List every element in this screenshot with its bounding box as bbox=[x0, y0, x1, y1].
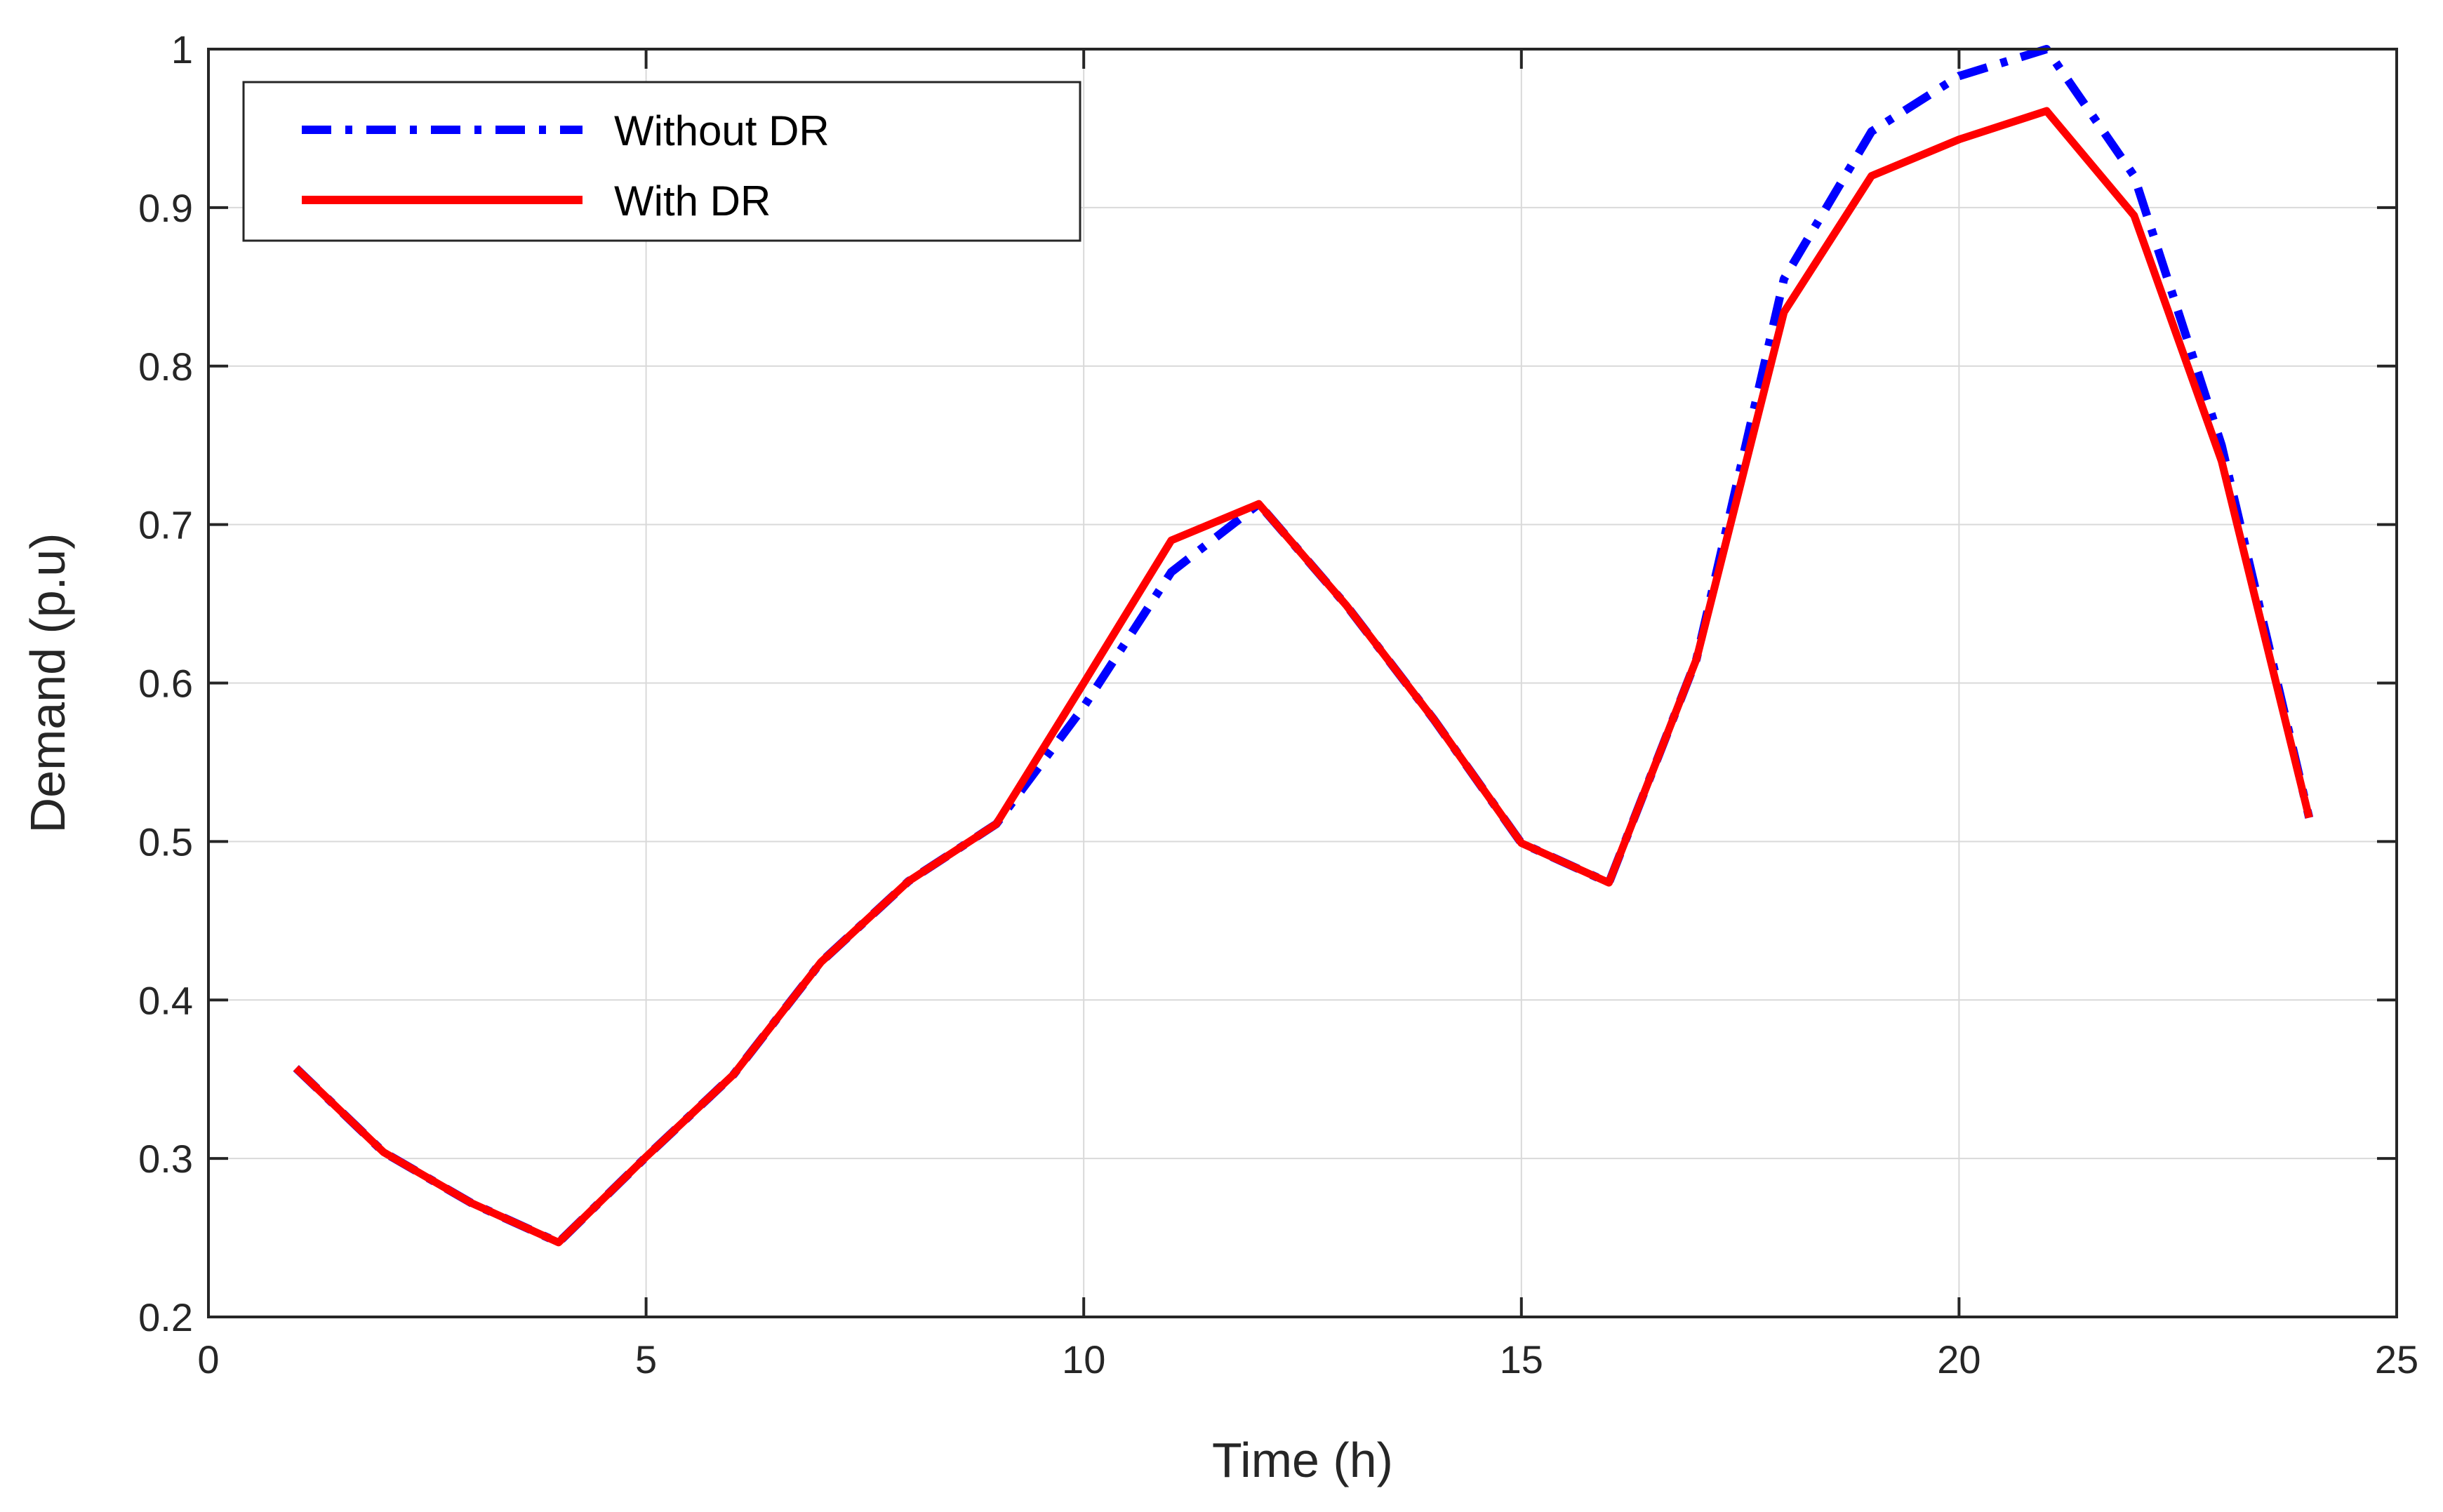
x-tick-label: 5 bbox=[635, 1337, 657, 1381]
y-tick-label: 0.3 bbox=[138, 1137, 193, 1181]
y-tick-label: 0.7 bbox=[138, 503, 193, 547]
legend: Without DR With DR bbox=[244, 82, 1080, 241]
y-tick-label: 0.8 bbox=[138, 344, 193, 389]
x-axis-label: Time (h) bbox=[1212, 1433, 1393, 1487]
y-tick-label: 1 bbox=[171, 27, 193, 72]
y-tick-label: 0.5 bbox=[138, 819, 193, 864]
legend-label-without-dr: Without DR bbox=[614, 107, 830, 154]
demand-line-chart: 0 5 10 15 20 25 0.2 0.3 0.4 0.5 0.6 0.7 0.8 0.9 1 Time… bbox=[0, 0, 2443, 1512]
y-tick-label: 0.6 bbox=[138, 662, 193, 706]
series-line-with-dr bbox=[296, 111, 2310, 1243]
y-tick-label: 0.9 bbox=[138, 186, 193, 230]
x-tick-label: 10 bbox=[1062, 1337, 1105, 1381]
x-tick-label: 25 bbox=[2375, 1337, 2418, 1381]
y-tick-label: 0.4 bbox=[138, 978, 193, 1022]
y-tick-label: 0.2 bbox=[138, 1295, 193, 1339]
x-tick-label: 20 bbox=[1937, 1337, 1981, 1381]
y-axis-label: Demand (p.u) bbox=[20, 533, 75, 834]
x-tick-label: 0 bbox=[197, 1337, 219, 1381]
chart-container: 0 5 10 15 20 25 0.2 0.3 0.4 0.5 0.6 0.7 0.8 0.9 1 Time… bbox=[0, 0, 2443, 1512]
x-tick-label: 15 bbox=[1500, 1337, 1543, 1381]
legend-label-with-dr: With DR bbox=[614, 178, 771, 225]
